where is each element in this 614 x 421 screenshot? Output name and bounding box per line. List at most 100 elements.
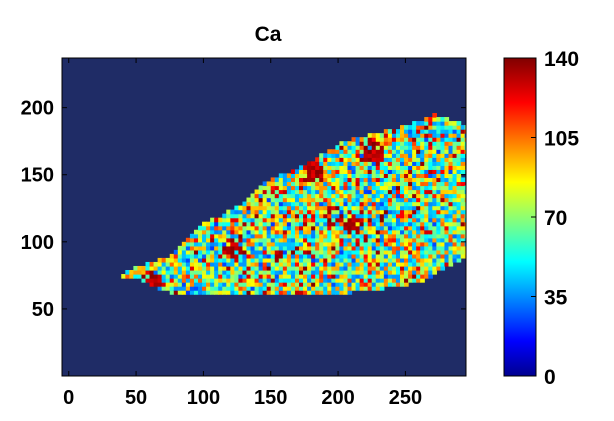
heatmap-cell bbox=[387, 241, 393, 247]
heatmap-cell bbox=[343, 157, 349, 162]
heatmap-cell bbox=[440, 237, 446, 243]
heatmap-cell bbox=[359, 149, 365, 154]
heatmap-cell bbox=[375, 217, 381, 223]
heatmap-cell bbox=[351, 229, 357, 235]
heatmap-cell bbox=[270, 249, 276, 255]
heatmap-cell bbox=[327, 189, 332, 195]
heatmap-cell bbox=[452, 125, 458, 130]
heatmap-cell bbox=[198, 253, 203, 259]
heatmap-cell bbox=[347, 213, 353, 219]
heatmap-cell bbox=[371, 217, 377, 223]
heatmap-cell bbox=[367, 265, 373, 271]
heatmap-cell bbox=[303, 193, 308, 199]
heatmap-cell bbox=[214, 278, 219, 283]
heatmap-cell bbox=[262, 282, 268, 287]
heatmap-cell bbox=[387, 149, 393, 154]
heatmap-cell bbox=[371, 225, 377, 231]
heatmap-cell bbox=[234, 257, 240, 263]
heatmap-cell bbox=[387, 153, 393, 158]
heatmap-cell bbox=[404, 213, 409, 219]
heatmap-cell bbox=[408, 193, 413, 199]
heatmap-cell bbox=[432, 177, 437, 183]
heatmap-cell bbox=[387, 229, 393, 235]
heatmap-cell bbox=[379, 201, 385, 207]
heatmap-cell bbox=[428, 141, 433, 146]
heatmap-cell bbox=[428, 225, 433, 231]
heatmap-cell bbox=[343, 286, 349, 291]
heatmap-cell bbox=[185, 253, 191, 259]
heatmap-cell bbox=[351, 261, 357, 267]
heatmap-cell bbox=[395, 177, 401, 183]
heatmap-cell bbox=[412, 161, 417, 166]
heatmap-cell bbox=[311, 257, 316, 263]
heatmap-cell bbox=[319, 169, 324, 174]
heatmap-cell bbox=[286, 290, 292, 295]
heatmap-cell bbox=[404, 205, 409, 211]
heatmap-cell bbox=[226, 241, 231, 247]
heatmap-cell bbox=[436, 189, 442, 195]
heatmap-cell bbox=[198, 274, 203, 279]
heatmap-cell bbox=[444, 245, 450, 251]
heatmap-cell bbox=[351, 169, 357, 174]
heatmap-cell bbox=[383, 257, 389, 263]
heatmap-cell bbox=[351, 189, 357, 195]
heatmap-cell bbox=[428, 117, 433, 122]
heatmap-cell bbox=[440, 137, 446, 142]
heatmap-cell bbox=[404, 233, 409, 239]
heatmap-cell bbox=[383, 141, 389, 146]
x-tick-label: 150 bbox=[254, 387, 287, 409]
heatmap-cell bbox=[339, 173, 345, 179]
heatmap-cell bbox=[299, 245, 304, 251]
heatmap-cell bbox=[323, 270, 328, 275]
heatmap-cell bbox=[371, 221, 377, 227]
heatmap-cell bbox=[234, 237, 240, 243]
heatmap-cell bbox=[375, 157, 381, 162]
heatmap-cell bbox=[218, 286, 223, 291]
heatmap-cell bbox=[327, 177, 332, 183]
heatmap-cell bbox=[282, 225, 288, 231]
heatmap-cell bbox=[367, 133, 373, 138]
heatmap-cell bbox=[400, 209, 405, 215]
x-tick-label: 200 bbox=[321, 387, 354, 409]
heatmap-cell bbox=[355, 213, 361, 219]
heatmap-cell bbox=[416, 270, 421, 275]
heatmap-cell bbox=[375, 237, 381, 243]
heatmap-cell bbox=[383, 165, 389, 170]
heatmap-cell bbox=[149, 282, 155, 287]
heatmap-cell bbox=[290, 282, 296, 287]
heatmap-cell bbox=[286, 229, 292, 235]
heatmap-cell bbox=[161, 282, 167, 287]
heatmap-cell bbox=[266, 282, 272, 287]
heatmap-cell bbox=[299, 185, 304, 191]
heatmap-cell bbox=[246, 282, 252, 287]
heatmap-cell bbox=[367, 237, 373, 243]
heatmap-cell bbox=[294, 189, 300, 195]
heatmap-cell bbox=[319, 209, 324, 215]
heatmap-cell bbox=[177, 290, 183, 295]
heatmap-cell bbox=[218, 257, 223, 263]
heatmap-cell bbox=[347, 153, 353, 158]
heatmap-cell bbox=[424, 157, 429, 162]
heatmap-cell bbox=[335, 241, 341, 247]
heatmap-cell bbox=[173, 265, 179, 271]
heatmap-cell bbox=[254, 241, 260, 247]
heatmap-cell bbox=[428, 181, 433, 187]
heatmap-cell bbox=[331, 205, 336, 211]
heatmap-cell bbox=[452, 185, 458, 191]
heatmap-cell bbox=[230, 290, 235, 295]
heatmap-cell bbox=[383, 129, 389, 134]
heatmap-cell bbox=[323, 282, 328, 287]
heatmap-cell bbox=[448, 221, 454, 227]
heatmap-cell bbox=[420, 125, 425, 130]
heatmap-cell bbox=[254, 233, 260, 239]
heatmap-cell bbox=[420, 270, 425, 275]
heatmap-cell bbox=[408, 278, 413, 283]
heatmap-cell bbox=[335, 221, 341, 227]
heatmap-cell bbox=[311, 278, 316, 283]
heatmap-cell bbox=[379, 282, 385, 287]
heatmap-cell bbox=[327, 282, 332, 287]
heatmap-cell bbox=[412, 229, 417, 235]
heatmap-cell bbox=[214, 274, 219, 279]
heatmap-cell bbox=[379, 137, 385, 142]
heatmap-cell bbox=[416, 237, 421, 243]
